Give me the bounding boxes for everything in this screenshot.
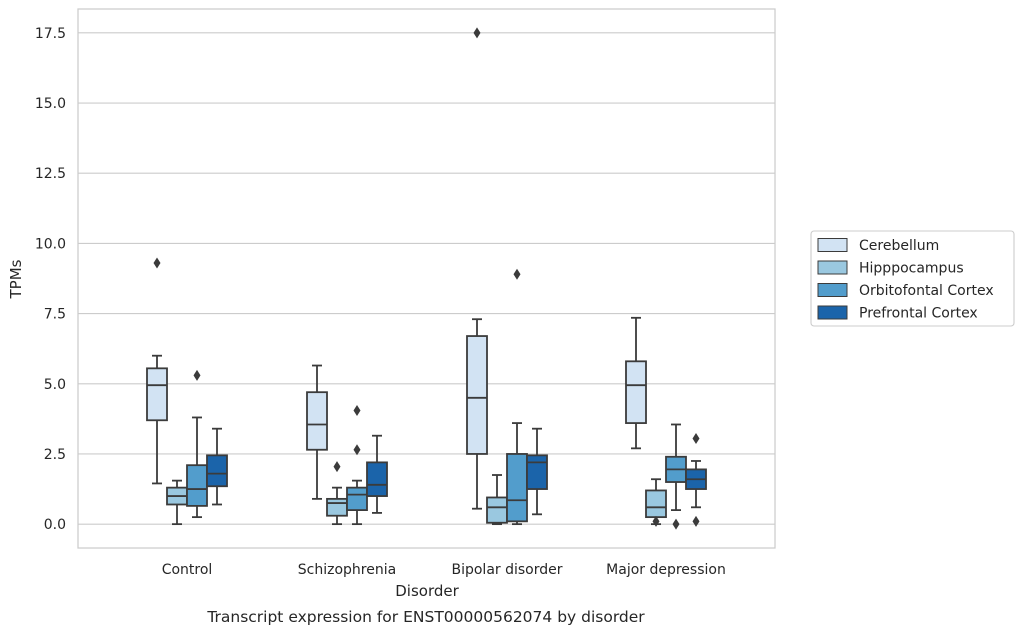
legend-label: Prefrontal Cortex [859,306,978,322]
box-prefrontal-cortex [366,434,388,514]
box-iqr [526,454,548,490]
box-cerebellum [466,27,488,510]
outlier-point [153,257,161,269]
x-tick-label: Major depression [606,562,726,578]
box-iqr [466,335,488,455]
box-hipppocampus [326,461,348,526]
legend-swatch [817,305,848,320]
box-iqr [306,391,328,451]
y-tick-label: 5.0 [44,377,66,393]
box-orbitofontal-cortex [506,268,528,526]
boxes [146,27,707,530]
box-iqr [506,453,528,523]
legend-swatch [817,260,848,275]
legend-label: Orbitofontal Cortex [859,283,994,299]
legend-label: Cerebellum [859,238,939,254]
box-orbitofontal-cortex [346,404,368,526]
outlier-point [513,268,521,280]
legend-swatch [817,283,848,297]
box-cerebellum [306,364,328,500]
outlier-point [692,515,700,527]
box-cerebellum [146,257,168,485]
x-axis-title: Disorder [395,582,459,600]
outlier-point [333,461,341,473]
x-tick-label: Bipolar disorder [451,562,562,578]
box-iqr [186,464,208,507]
outlier-point [652,515,660,527]
box-iqr [645,489,667,519]
y-tick-label: 7.5 [44,307,66,323]
box-hipppocampus [486,474,508,526]
figure-caption: Transcript expression for ENST0000056207… [206,608,645,626]
box-orbitofontal-cortex [665,423,687,530]
gridlines [78,32,775,525]
x-tick-label: Control [162,562,213,578]
outlier-point [473,27,481,39]
y-tick-label: 12.5 [35,166,66,182]
box-iqr [326,497,348,517]
y-tick-label: 0.0 [44,517,66,533]
legend-swatch [817,238,848,252]
legend: Cerebellum Hipppocampus Orbitofontal Corte… [810,230,1015,327]
outlier-point [672,518,680,530]
box-iqr [366,461,388,497]
outlier-point [193,369,201,381]
box-prefrontal-cortex [685,433,707,527]
x-tick-labels: Control Schizophrenia Bipolar disorder Majo… [162,562,726,578]
x-tick-label: Schizophrenia [298,562,396,578]
legend-frame [810,230,1015,327]
plot-frame [77,8,776,549]
box-iqr [486,496,508,524]
y-tick-label: 2.5 [44,447,66,463]
outlier-point [692,433,700,445]
box-cerebellum [625,316,647,450]
box-prefrontal-cortex [526,427,548,516]
box-iqr [346,486,368,512]
box-iqr [206,454,228,488]
y-tick-label: 17.5 [35,26,66,42]
y-axis-title: TPMs [7,259,25,299]
box-iqr [625,360,647,424]
box-orbitofontal-cortex [186,369,208,519]
outlier-point [353,404,361,416]
box-hipppocampus [645,478,667,527]
box-iqr [146,367,168,422]
y-tick-label: 15.0 [35,96,66,112]
legend-label: Hipppocampus [859,261,964,277]
y-tick-label: 10.0 [35,236,66,252]
y-tick-labels: 0.0 2.5 5.0 7.5 10.0 12.5 15.0 17.5 [35,26,66,533]
outlier-point [353,444,361,456]
box-hipppocampus [166,479,188,526]
box-prefrontal-cortex [206,427,228,506]
